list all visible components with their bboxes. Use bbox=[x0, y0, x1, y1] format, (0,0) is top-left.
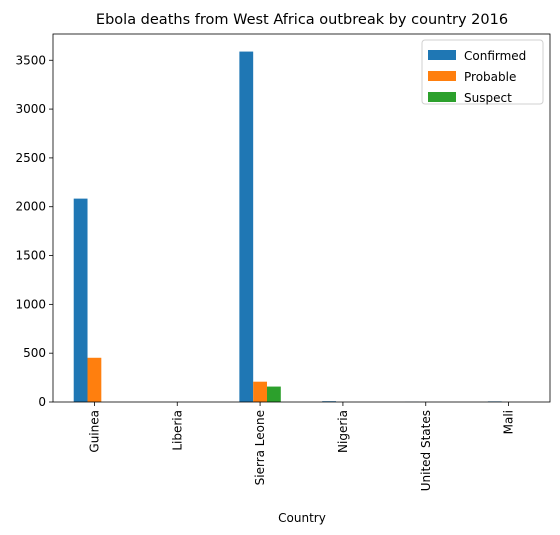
y-tick-label: 3000 bbox=[15, 102, 46, 116]
chart-title: Ebola deaths from West Africa outbreak b… bbox=[96, 12, 508, 28]
bar-probable-guinea bbox=[87, 357, 102, 402]
x-tick-label: Sierra Leone bbox=[253, 410, 267, 485]
y-tick-label: 2000 bbox=[15, 200, 46, 214]
legend-swatch-probable bbox=[428, 71, 456, 81]
y-tick-label: 1000 bbox=[15, 297, 46, 311]
bar-confirmed-guinea bbox=[73, 198, 88, 402]
y-tick-label: 0 bbox=[38, 395, 46, 409]
legend-swatch-confirmed bbox=[428, 50, 456, 60]
bar-suspect-sierra-leone bbox=[266, 386, 281, 402]
bar-probable-sierra-leone bbox=[253, 381, 267, 402]
x-axis-label: Country bbox=[278, 511, 326, 525]
legend-swatch-suspect bbox=[428, 92, 456, 102]
y-tick-label: 3500 bbox=[15, 53, 46, 67]
plot-frame bbox=[52, 33, 551, 403]
x-tick-label: Liberia bbox=[170, 410, 184, 451]
x-tick-label: Nigeria bbox=[336, 410, 350, 453]
x-tick-label: Guinea bbox=[87, 410, 101, 453]
y-tick-label: 1500 bbox=[15, 249, 46, 263]
y-tick-label: 2500 bbox=[15, 151, 46, 165]
x-tick-label: United States bbox=[419, 410, 433, 491]
bars-group bbox=[73, 51, 502, 402]
y-axis: 0 500 1000 1500 2000 2500 3000 3500 bbox=[15, 53, 53, 409]
legend-label-suspect: Suspect bbox=[464, 91, 512, 105]
x-tick-label: Mali bbox=[502, 410, 516, 434]
legend-label-probable: Probable bbox=[464, 70, 516, 84]
y-tick-label: 500 bbox=[23, 346, 46, 360]
bar-confirmed-sierra-leone bbox=[239, 51, 254, 402]
legend-label-confirmed: Confirmed bbox=[464, 49, 526, 63]
x-axis: Guinea Liberia Sierra Leone Nigeria United S… bbox=[87, 402, 516, 491]
legend: Confirmed Probable Suspect bbox=[421, 39, 544, 105]
